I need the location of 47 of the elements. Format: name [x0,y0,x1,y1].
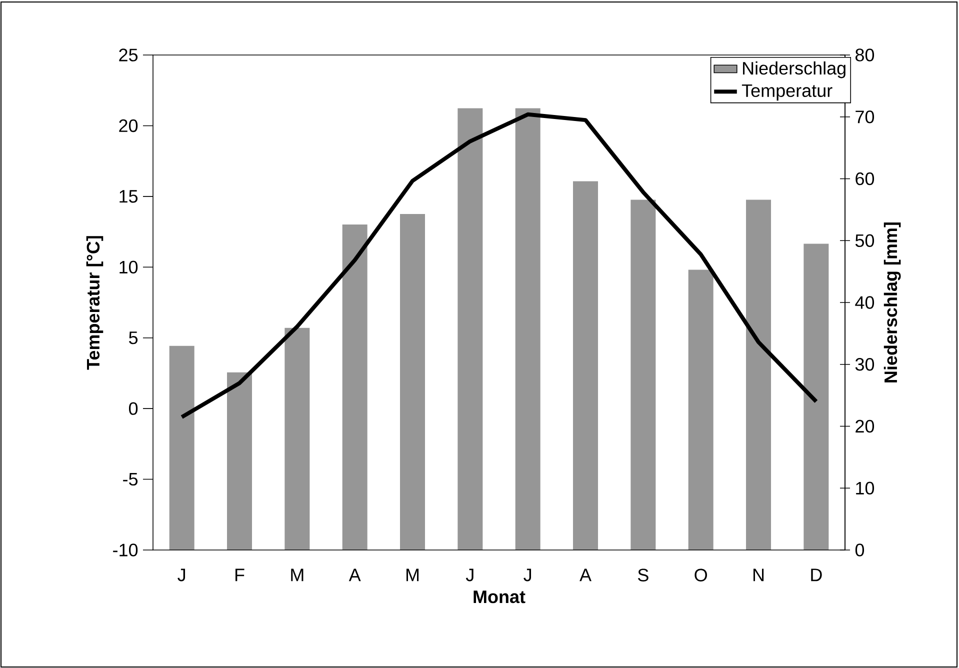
y-tick-label: -10 [113,544,138,556]
x-tick-label: S [638,568,648,582]
bar [804,244,829,550]
bar [400,214,426,550]
y-tick-label: 20 [119,119,138,132]
x-tick-label: A [348,568,361,582]
bar [284,328,310,550]
y2-tick-label: 0 [855,544,864,556]
y-tick-label: 5 [128,332,138,344]
x-tick-label: A [580,568,592,582]
bar [342,224,368,550]
y2-tick-label: 60 [856,172,874,186]
legend-label: Niederschlag [743,61,846,78]
y-tick-label: 25 [119,48,138,62]
y2-tick-label: 80 [855,48,874,62]
y2-tick-label: 20 [856,420,874,433]
y-axis-title: Temperatur [°C] [86,236,104,370]
x-tick-label: O [694,568,707,582]
y2-tick-label: 50 [855,234,874,247]
x-tick-label: N [753,568,764,582]
x-axis-title: Monat [474,590,526,604]
x-tick-label: D [811,568,822,582]
y2-axis-title: Niederschlag [mm] [884,222,901,382]
y-tick-label: 10 [120,260,138,274]
bar [630,200,656,550]
y2-tick-label: 30 [855,358,874,371]
bar [746,200,772,550]
bar [458,108,483,550]
x-tick-label: J [466,568,474,582]
x-tick-label: J [178,568,186,582]
x-tick-label: J [524,568,532,582]
legend-label: Temperatur [742,84,832,101]
bar [515,108,540,550]
bar [169,346,194,550]
bar [573,181,598,550]
line-series [180,112,818,420]
x-tick-label: M [291,568,304,582]
y2-tick-label: 70 [856,110,874,124]
bar [688,270,714,550]
y-tick-label: -5 [123,473,138,486]
y-tick-label: 0 [128,402,138,415]
y2-tick-label: 40 [855,296,874,309]
y2-tick-label: 10 [856,482,874,494]
y-tick-label: 15 [120,190,138,203]
x-tick-label: M [406,568,419,582]
x-tick-label: F [235,568,244,582]
bar [227,372,252,550]
